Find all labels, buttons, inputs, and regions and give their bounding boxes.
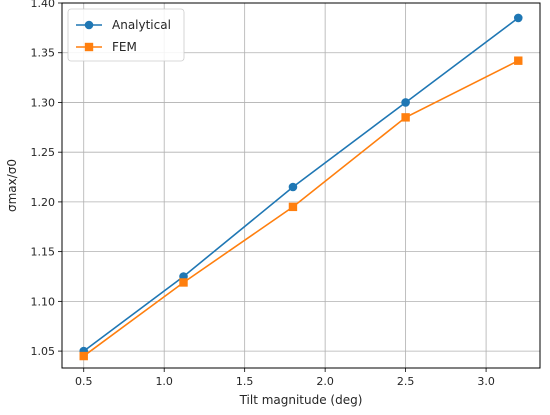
legend-item-analytical: Analytical bbox=[76, 18, 171, 32]
series-analytical bbox=[79, 13, 523, 356]
legend-label-fem: FEM bbox=[112, 40, 137, 54]
x-axis-label: Tilt magnitude (deg) bbox=[239, 393, 363, 407]
data-point-analytical bbox=[401, 98, 410, 107]
y-tick-label: 1.10 bbox=[31, 295, 56, 308]
data-point-fem bbox=[401, 113, 410, 122]
data-point-fem bbox=[179, 278, 188, 287]
series-line-fem bbox=[83, 59, 519, 357]
x-tick-label: 0.5 bbox=[75, 375, 93, 388]
data-point-analytical bbox=[513, 13, 523, 23]
data-point-fem bbox=[288, 202, 298, 212]
y-tick-label: 1.15 bbox=[31, 246, 56, 259]
x-tick-label: 1.5 bbox=[236, 375, 254, 388]
data-point-analytical bbox=[288, 182, 298, 192]
y-tick-label: 1.35 bbox=[31, 47, 56, 60]
data-point-fem bbox=[79, 351, 88, 361]
data-point-fem bbox=[514, 56, 523, 65]
series-layer bbox=[79, 13, 523, 361]
x-tick-label: 2.5 bbox=[397, 375, 415, 388]
plot-frame bbox=[61, 2, 541, 369]
series-fem bbox=[79, 56, 523, 361]
x-tick-label: 1.0 bbox=[155, 375, 173, 388]
legend-label-analytical: Analytical bbox=[112, 18, 171, 32]
y-axis-label: σmax/σ0 bbox=[5, 159, 19, 212]
legend: Analytical FEM bbox=[67, 8, 185, 62]
y-axis-ticks: 1.05 1.10 1.15 1.20 1.25 1.30 1.35 1.40 bbox=[31, 0, 62, 358]
legend-marker-fem bbox=[84, 42, 94, 52]
x-tick-label: 2.0 bbox=[316, 375, 334, 388]
y-tick-label: 1.25 bbox=[31, 146, 56, 159]
y-tick-label: 1.30 bbox=[31, 96, 56, 109]
x-axis-ticks: 0.5 1.0 1.5 2.0 2.5 3.0 bbox=[75, 368, 495, 388]
y-tick-label: 1.05 bbox=[31, 345, 56, 358]
legend-box bbox=[67, 8, 185, 62]
y-tick-label: 1.40 bbox=[31, 0, 56, 10]
y-tick-label: 1.20 bbox=[31, 196, 56, 209]
x-tick-label: 3.0 bbox=[477, 375, 495, 388]
legend-item-fem: FEM bbox=[76, 40, 137, 54]
legend-marker-analytical bbox=[84, 20, 94, 30]
